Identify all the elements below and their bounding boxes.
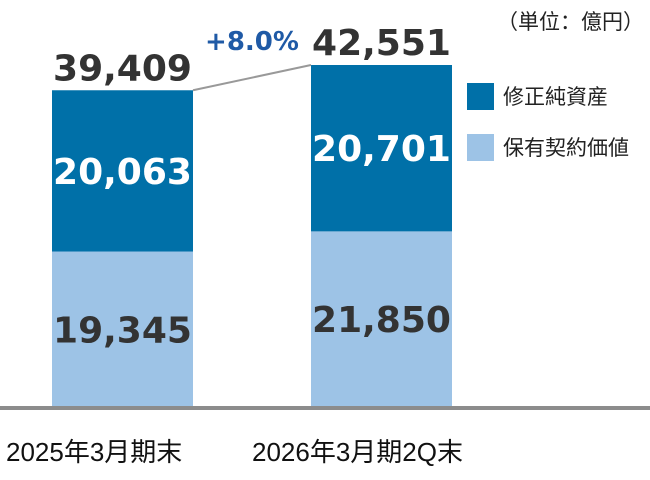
growth-label: +8.0% [205, 27, 299, 57]
total-label: 39,409 [53, 48, 192, 89]
bar-segment [311, 65, 452, 232]
bar-segment [52, 90, 193, 252]
total-label: 42,551 [312, 23, 451, 64]
bar-segment [52, 251, 193, 407]
data-label: 20,701 [312, 129, 451, 170]
legend-item-adjusted-net-worth: 修正純資産 [467, 81, 608, 111]
category-label: 2026年3月期2Q末 [252, 437, 463, 467]
legend-label: 修正純資産 [503, 85, 608, 109]
legend-label: 保有契約価値 [503, 136, 629, 160]
x-axis-line [0, 406, 650, 410]
category-label: 2025年3月期末 [6, 437, 183, 467]
data-label: 21,850 [312, 300, 451, 341]
legend-swatch [467, 133, 494, 161]
connector-line [192, 64, 312, 92]
bar-segment [311, 231, 452, 407]
data-label: 20,063 [53, 152, 192, 193]
legend-item-value-in-force: 保有契約価値 [467, 132, 629, 162]
data-label: 19,345 [53, 310, 192, 351]
unit-label: （単位：億円） [497, 10, 644, 34]
legend-swatch [467, 82, 494, 110]
